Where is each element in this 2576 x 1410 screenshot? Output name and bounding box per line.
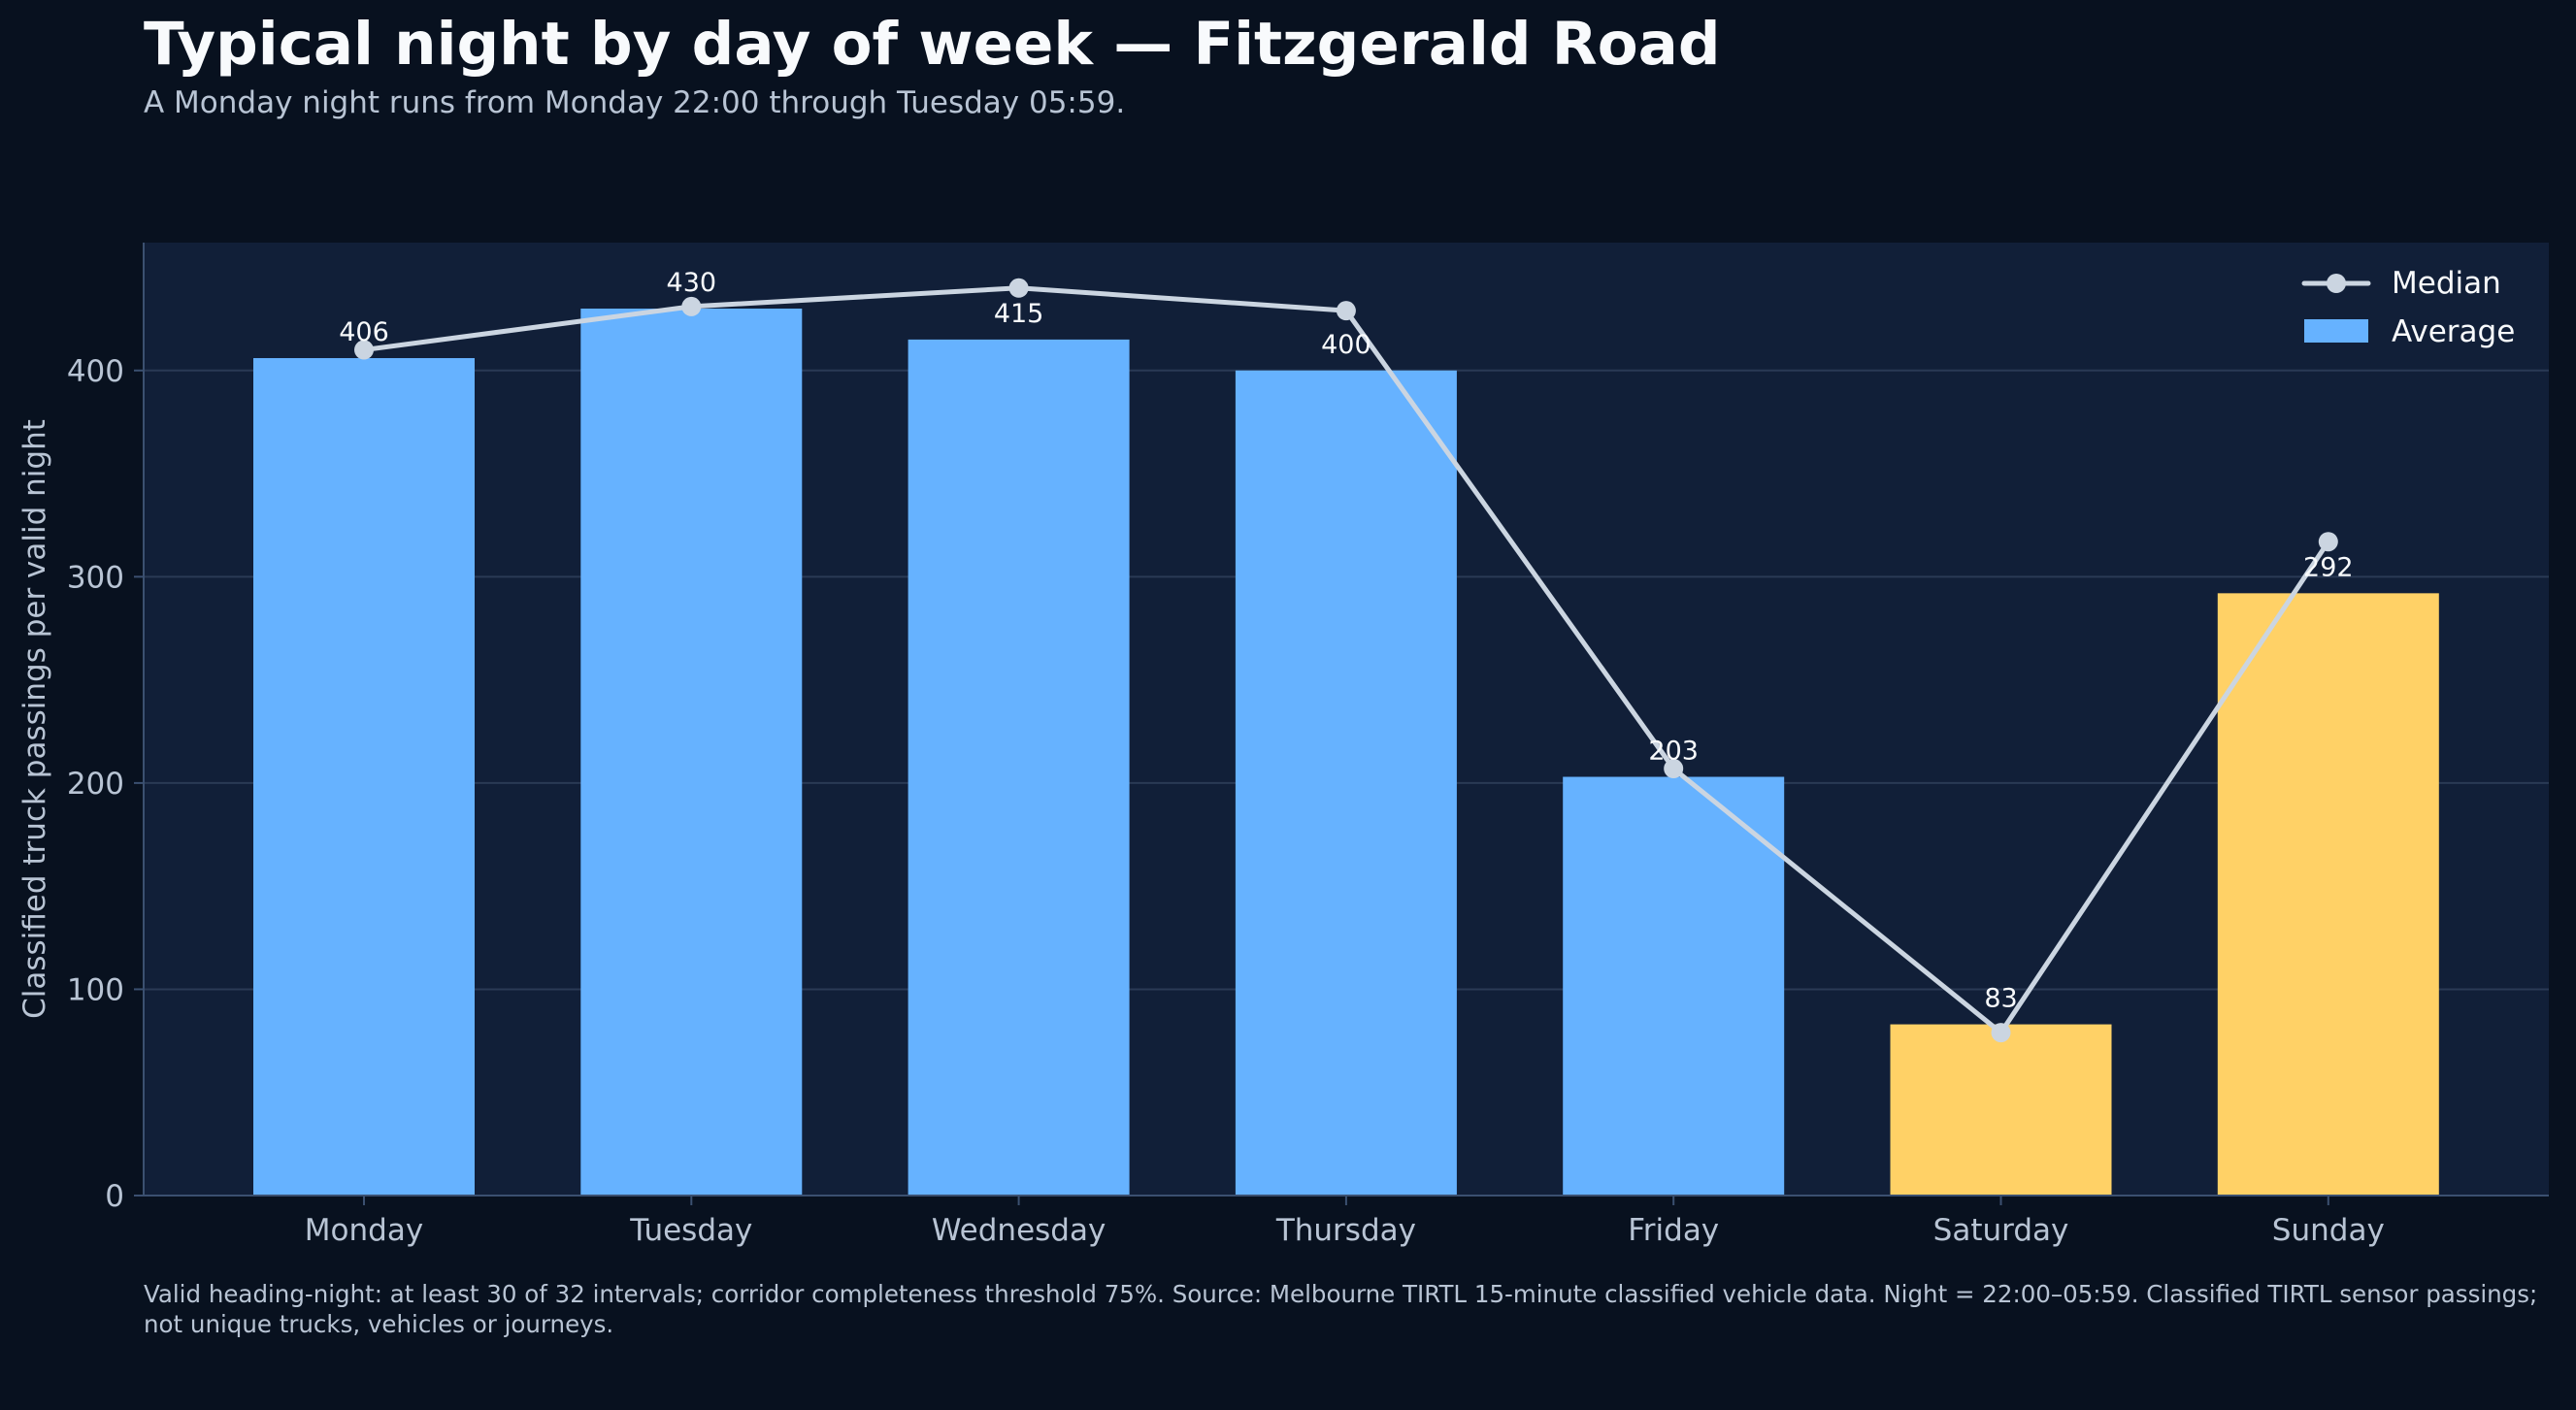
legend-average-swatch-icon bbox=[2304, 319, 2368, 343]
data-label-tuesday: 430 bbox=[667, 268, 717, 298]
median-point-saturday bbox=[1991, 1023, 2011, 1043]
data-label-friday: 203 bbox=[1648, 737, 1699, 767]
median-point-wednesday bbox=[1008, 278, 1029, 298]
bar-wednesday bbox=[908, 339, 1130, 1197]
y-ticks: 0 100 200 300 400 bbox=[67, 354, 144, 1214]
median-point-thursday bbox=[1336, 301, 1356, 321]
x-tick-label-saturday: Saturday bbox=[1933, 1213, 2069, 1248]
x-tick-label-friday: Friday bbox=[1628, 1213, 1719, 1248]
chart-subtitle: A Monday night runs from Monday 22:00 th… bbox=[144, 85, 1126, 120]
data-label-saturday: 83 bbox=[1984, 984, 2017, 1014]
median-point-monday bbox=[354, 340, 374, 360]
data-label-wednesday: 415 bbox=[994, 299, 1044, 329]
median-point-friday bbox=[1664, 759, 1684, 779]
bar-monday bbox=[253, 358, 475, 1197]
x-tick-label-thursday: Thursday bbox=[1275, 1213, 1416, 1248]
y-tick-label-200: 200 bbox=[67, 767, 124, 802]
legend-label-average: Average bbox=[2392, 314, 2515, 349]
median-point-sunday bbox=[2318, 532, 2338, 552]
line-series-median bbox=[354, 278, 2338, 1043]
y-axis-label: Classified truck passings per valid nigh… bbox=[17, 419, 52, 1019]
data-label-monday: 406 bbox=[339, 317, 389, 347]
y-tick-label-0: 0 bbox=[105, 1179, 124, 1214]
legend-label-median: Median bbox=[2392, 266, 2501, 301]
chart-title: Typical night by day of week — Fitzgeral… bbox=[144, 10, 1721, 79]
bar-series-average bbox=[253, 309, 2439, 1197]
median-point-tuesday bbox=[681, 296, 702, 316]
chart-footnote: Valid heading-night: at least 30 of 32 i… bbox=[144, 1280, 2538, 1338]
x-tick-label-wednesday: Wednesday bbox=[932, 1213, 1106, 1248]
bar-saturday bbox=[1890, 1024, 2112, 1196]
y-tick-label-400: 400 bbox=[67, 354, 124, 389]
y-tick-label-100: 100 bbox=[67, 972, 124, 1007]
bar-friday bbox=[1563, 776, 1785, 1196]
data-labels: 406 430 415 400 203 83 292 bbox=[339, 268, 2353, 1014]
legend-median-marker-icon bbox=[2327, 274, 2346, 293]
x-tick-label-sunday: Sunday bbox=[2272, 1213, 2385, 1248]
data-label-thursday: 400 bbox=[1321, 330, 1371, 360]
data-label-sunday: 292 bbox=[2303, 552, 2354, 582]
y-tick-label-300: 300 bbox=[67, 560, 124, 595]
bar-sunday bbox=[2217, 593, 2439, 1196]
x-tick-label-tuesday: Tuesday bbox=[629, 1213, 752, 1248]
bar-tuesday bbox=[580, 309, 803, 1196]
legend: Median Average bbox=[2301, 266, 2515, 349]
bar-thursday bbox=[1235, 370, 1457, 1196]
x-ticks: Monday Tuesday Wednesday Thursday Friday Satu… bbox=[305, 1196, 2385, 1248]
x-tick-label-monday: Monday bbox=[305, 1213, 423, 1248]
